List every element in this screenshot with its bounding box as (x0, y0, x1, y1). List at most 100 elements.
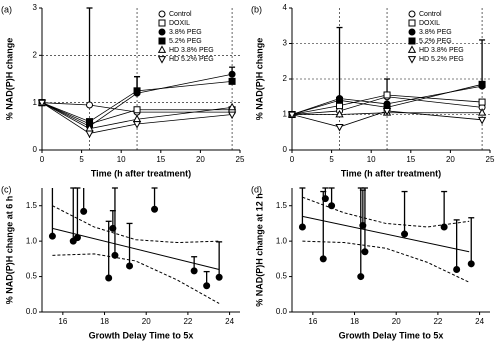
point (111, 251, 119, 259)
series-line (292, 112, 483, 115)
y-tick-label: 2 (283, 74, 288, 83)
x-tick-label: 24 (475, 317, 484, 326)
fit-line (302, 215, 470, 253)
legend-label: DOXIL (419, 20, 440, 27)
legend-label: 3.8% PEG (169, 29, 202, 36)
point (401, 230, 409, 238)
legend-label: HD 3.8% PEG (169, 47, 214, 54)
confidence-band (302, 240, 470, 283)
x-tick-label: 20 (142, 317, 151, 326)
point (215, 273, 223, 281)
y-tick-label: 0.0 (26, 307, 38, 316)
series-line (291, 94, 483, 115)
point (48, 232, 56, 240)
series-line (41, 102, 233, 130)
x-tick-label: 10 (367, 155, 376, 164)
legend-marker (158, 19, 166, 27)
point (227, 111, 237, 120)
point (382, 108, 392, 116)
point (287, 111, 297, 120)
point (319, 255, 327, 263)
confidence-band (302, 196, 470, 228)
y-tick-label: 1.0 (26, 236, 38, 245)
point (228, 70, 236, 78)
x-tick-label: 15 (156, 155, 165, 164)
x-axis-label: Growth Delay Time to 5x (339, 330, 444, 340)
y-axis-label: % NAD(P)H change at 6 h (4, 196, 14, 305)
y-tick-label: 1 (33, 98, 38, 107)
point (383, 91, 391, 99)
x-tick-label: 5 (329, 155, 334, 164)
x-tick-label: 0 (40, 155, 45, 164)
point (203, 282, 211, 290)
series-line (291, 110, 483, 128)
confidence-band (52, 205, 220, 244)
x-tick-label: 20 (446, 155, 455, 164)
series-line (41, 102, 233, 134)
point (133, 106, 141, 114)
x-tick-label: 0 (290, 155, 295, 164)
x-tick-label: 25 (236, 155, 245, 164)
legend-label: Control (419, 11, 442, 18)
legend-marker (408, 10, 416, 18)
legend-label: HD 5.2% PEG (419, 56, 464, 63)
fit-line (52, 227, 220, 270)
y-tick-label: 0.0 (276, 307, 288, 316)
point (478, 98, 486, 106)
x-tick-label: 10 (117, 155, 126, 164)
confidence-band (52, 253, 220, 304)
series-line (41, 102, 233, 125)
legend-label: HD 5.2% PEG (169, 56, 214, 63)
x-axis-label: Time (h after treatment) (91, 168, 191, 178)
y-tick-label: 4 (283, 3, 288, 12)
panel-label: (b) (251, 4, 262, 14)
legend-marker (157, 56, 167, 64)
x-tick-label: 16 (58, 317, 67, 326)
y-axis-label: % NAD(P)H change at 12 h (254, 193, 264, 307)
x-tick-label: 18 (350, 317, 359, 326)
y-tick-label: 1.5 (276, 201, 288, 210)
panel-label: (d) (251, 184, 262, 194)
point (132, 121, 142, 129)
point (298, 223, 306, 231)
x-tick-label: 18 (100, 317, 109, 326)
y-tick-label: 3 (283, 39, 288, 48)
point (477, 108, 487, 116)
point (80, 207, 88, 215)
x-tick-label: 25 (486, 155, 495, 164)
x-axis-label: Growth Delay Time to 5x (89, 330, 194, 340)
point (86, 118, 94, 126)
point (190, 267, 198, 275)
point (133, 87, 141, 95)
legend-marker (407, 56, 417, 64)
point (335, 109, 344, 118)
y-tick-label: 1.0 (276, 236, 288, 245)
point (105, 274, 113, 282)
legend-marker (408, 37, 416, 45)
legend-marker (158, 37, 166, 45)
point (321, 195, 329, 203)
x-tick-label: 15 (406, 155, 415, 164)
series-line (291, 83, 483, 115)
point (357, 273, 365, 281)
point (85, 130, 94, 139)
point (361, 248, 369, 256)
point (453, 265, 461, 273)
legend-label: HD 3.8% PEG (419, 47, 464, 54)
x-tick-label: 20 (392, 317, 401, 326)
legend-label: 5.2% PEG (169, 38, 202, 45)
point (478, 80, 486, 88)
x-tick-label: 24 (225, 317, 234, 326)
legend-marker (408, 28, 416, 36)
point (467, 260, 475, 268)
y-tick-label: 2 (33, 50, 38, 59)
y-tick-label: 3 (33, 3, 38, 12)
legend-label: Control (169, 11, 192, 18)
series-line (291, 85, 483, 115)
point (228, 77, 236, 85)
series-line (41, 73, 233, 127)
legend-label: DOXIL (169, 20, 190, 27)
x-tick-label: 5 (79, 155, 84, 164)
x-axis-label: Time (h after treatment) (341, 168, 441, 178)
